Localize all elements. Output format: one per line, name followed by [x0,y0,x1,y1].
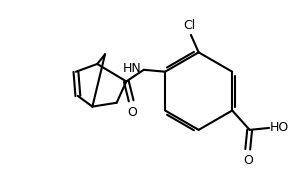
Text: Cl: Cl [183,19,195,32]
Text: O: O [127,106,137,119]
Text: HO: HO [270,121,289,134]
Text: O: O [243,154,253,167]
Text: HN: HN [123,62,142,75]
